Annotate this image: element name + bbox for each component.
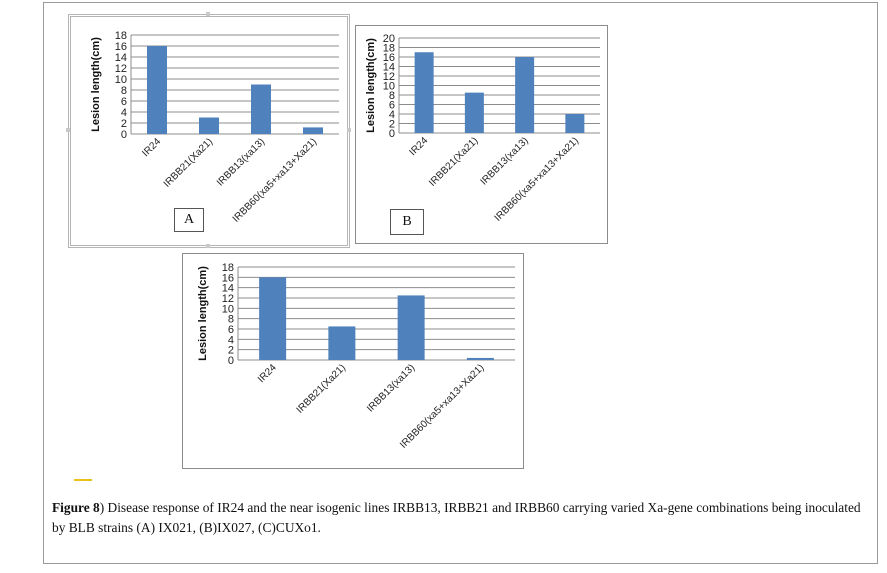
- bar: [397, 295, 425, 360]
- y-tick-label: 8: [389, 90, 395, 102]
- y-tick-label: 0: [121, 129, 127, 141]
- bar: [328, 326, 356, 360]
- bar: [303, 127, 323, 134]
- resize-handle-left[interactable]: [66, 128, 70, 132]
- bar: [251, 84, 271, 134]
- panel-label-a: A: [174, 208, 204, 232]
- x-tick-label: IRBB13(xa13): [365, 362, 417, 414]
- y-tick-label: 20: [383, 33, 395, 45]
- caption-label: Figure 8: [52, 500, 100, 515]
- resize-handle-right[interactable]: [347, 128, 351, 132]
- y-tick-label: 10: [383, 81, 395, 93]
- y-tick-label: 10: [115, 74, 127, 86]
- y-tick-label: 10: [222, 303, 234, 315]
- accent-line: [74, 479, 92, 481]
- y-tick-label: 2: [389, 119, 395, 131]
- bar: [259, 277, 287, 360]
- y-tick-label: 14: [383, 62, 395, 74]
- bar: [565, 114, 585, 133]
- y-tick-label: 4: [228, 334, 234, 346]
- x-tick-label: IRBB13(xa13): [479, 135, 531, 187]
- y-tick-label: 14: [115, 52, 127, 64]
- x-tick-label: IR24: [408, 135, 431, 158]
- y-tick-label: 16: [383, 52, 395, 64]
- bar: [464, 92, 484, 133]
- y-axis-title: Lesion length(cm): [365, 38, 377, 133]
- y-tick-label: 14: [222, 283, 234, 295]
- resize-handle-bottom[interactable]: [206, 244, 210, 248]
- y-tick-label: 16: [222, 272, 234, 284]
- figure-frame: [43, 2, 878, 564]
- y-tick-label: 12: [115, 63, 127, 75]
- y-tick-label: 16: [115, 41, 127, 53]
- y-tick-label: 0: [389, 128, 395, 140]
- x-tick-label: IRBB60(xa5+xa13+Xa21): [493, 135, 581, 223]
- y-tick-label: 4: [389, 109, 395, 121]
- y-tick-label: 6: [389, 100, 395, 112]
- resize-handle-top[interactable]: [206, 12, 210, 16]
- bar: [147, 46, 167, 134]
- chart-panel-c: 0 2 4 6 8 10 12 14 16 18 IR24 IRBB21(Xa21) IRBB13(xa…: [182, 253, 524, 469]
- x-tick-label: IRBB21(Xa21): [427, 135, 480, 188]
- y-tick-label: 18: [383, 43, 395, 55]
- y-tick-label: 12: [383, 71, 395, 83]
- x-tick-label: IRBB21(Xa21): [162, 136, 215, 189]
- y-tick-label: 18: [115, 30, 127, 42]
- y-axis-title: Lesion length(cm): [197, 266, 209, 361]
- y-tick-label: 2: [228, 345, 234, 357]
- y-tick-label: 4: [121, 107, 127, 119]
- chart-panel-b: 0 2 4 6 8 10 12 14 16 18 20 IR24 IRBB21(Xa21) IRBB13(…: [355, 25, 608, 244]
- y-tick-label: 6: [121, 96, 127, 108]
- y-tick-label: 12: [222, 293, 234, 305]
- x-tick-label: IRBB21(Xa21): [295, 362, 348, 415]
- x-tick-label: IRBB60(xa5+xa13+Xa21): [231, 136, 319, 224]
- bar: [466, 357, 494, 360]
- y-tick-label: 6: [228, 324, 234, 336]
- x-tick-label: IR24: [140, 136, 163, 159]
- y-tick-label: 8: [121, 85, 127, 97]
- bar: [199, 117, 219, 134]
- figure-caption: Figure 8) Disease response of IR24 and t…: [52, 498, 872, 538]
- x-tick-label: IR24: [256, 362, 279, 385]
- bar: [515, 57, 535, 133]
- y-tick-label: 2: [121, 118, 127, 130]
- y-tick-label: 0: [228, 355, 234, 367]
- panel-label-b: B: [390, 209, 424, 235]
- chart-panel-a: 0 2 4 6 8 10 12 14 16 18 IR24 IRBB21(Xa21) IRBB13(xa…: [68, 14, 350, 248]
- x-tick-label: IRBB13(xa13): [215, 136, 267, 188]
- bar: [414, 52, 434, 133]
- caption-text: ) Disease response of IR24 and the near …: [52, 500, 861, 535]
- y-tick-label: 18: [222, 262, 234, 274]
- y-tick-label: 8: [228, 314, 234, 326]
- y-axis-title: Lesion length(cm): [90, 37, 102, 132]
